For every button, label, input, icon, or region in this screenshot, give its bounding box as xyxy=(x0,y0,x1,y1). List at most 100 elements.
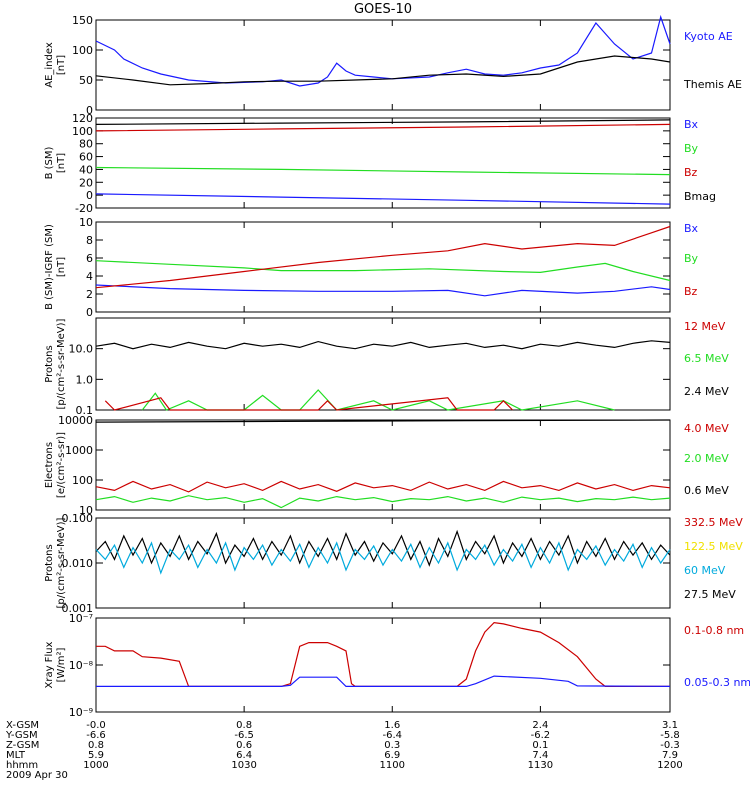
y-tick-label: 0 xyxy=(86,189,93,202)
panel-frame xyxy=(95,419,671,511)
y-tick-label: 100 xyxy=(72,125,93,138)
y-tick-label: 6 xyxy=(86,252,93,265)
series-line-4-0-mev xyxy=(95,480,671,493)
panel-protons2: 0.001 0.010 0.100 Protons [p/(cm²-s-sr-MeV)]… xyxy=(44,512,743,615)
legend-label: Bz xyxy=(684,285,698,298)
x-row-label: Z-GSM xyxy=(6,740,39,751)
legend-label: 2.0 MeV xyxy=(684,452,729,465)
legend-label: 0.05-0.3 nm xyxy=(684,676,750,689)
y-tick-label: 40 xyxy=(79,163,93,176)
x-row-value: 1000 xyxy=(83,760,108,771)
y-tick-label: 10⁻⁷ xyxy=(69,612,93,625)
legend-label: 0.1-0.8 nm xyxy=(684,624,744,637)
legend-label: Bmag xyxy=(684,190,716,203)
legend-label: 332.5 MeV xyxy=(684,516,743,529)
panel-frame xyxy=(95,317,671,411)
series-line-themis-ae xyxy=(95,55,671,86)
y-axis-label: Protons xyxy=(44,544,55,581)
series-line-bx xyxy=(95,193,671,205)
series-line-0-1-0-8-nm xyxy=(96,621,670,688)
x-row-value: -6.6 xyxy=(86,730,106,741)
legend-label: 27.5 MeV xyxy=(684,588,736,601)
x-row-value: 6.9 xyxy=(384,750,400,761)
series-line-2-0-mev xyxy=(95,495,671,509)
x-row-value: 0.6 xyxy=(236,740,252,751)
y-tick-label: 0.010 xyxy=(62,557,94,570)
x-row-value: 1030 xyxy=(231,760,256,771)
series-line-0-05-0-3-nm xyxy=(96,675,671,688)
legend-label: By xyxy=(684,142,699,155)
panel-electrons: 10 100 1000 10000 Electrons [e/(cm²-s-sr)] 4.0… xyxy=(44,414,729,517)
series-line-bmag xyxy=(95,119,671,125)
y-tick-label: 50 xyxy=(79,74,93,87)
series-line-60-mev xyxy=(95,541,671,575)
series-line-by xyxy=(95,260,671,282)
panel-frame xyxy=(95,221,671,313)
series-line-0-6-mev xyxy=(95,419,671,423)
legend-label: Bx xyxy=(684,222,699,235)
legend-label: 4.0 MeV xyxy=(684,422,729,435)
legend-label: 60 MeV xyxy=(684,564,726,577)
y-tick-label: 80 xyxy=(79,138,93,151)
panel-bigrf: 0 2 4 6 8 10 B (SM)-IGRF (SM) [nT] Bx By Bz xyxy=(44,216,699,319)
series-line-2-4-mev xyxy=(95,340,671,350)
series-line-bz xyxy=(95,225,671,289)
y-axis-label: [p/(cm²-s-sr-MeV)] xyxy=(56,318,67,409)
x-row-value: 0.1 xyxy=(532,740,548,751)
x-row-value: 1130 xyxy=(528,760,553,771)
x-row-value: 2.4 xyxy=(532,720,548,731)
x-row-value: 5.9 xyxy=(88,750,104,761)
y-axis-label: Protons xyxy=(44,345,55,382)
legend-label: 2.4 MeV xyxy=(684,385,729,398)
y-axis-label: [nT] xyxy=(56,55,67,75)
x-row-value: 6.4 xyxy=(236,750,252,761)
y-axis-label: B (SM)-IGRF (SM) xyxy=(44,224,55,310)
y-axis-label: Xray Flux xyxy=(44,641,55,688)
y-tick-label: 1000 xyxy=(65,444,93,457)
y-axis-label: Electrons xyxy=(44,442,55,488)
series-line-27-5-mev xyxy=(95,529,671,567)
chart-title: GOES-10 xyxy=(354,2,412,17)
panel-ae: 0 50 100 150 AE_index [nT] Kyoto AE Themis AE xyxy=(44,14,742,117)
y-tick-label: 8 xyxy=(86,234,93,247)
y-axis-label: [W/m²] xyxy=(56,647,67,682)
x-row-value: 7.9 xyxy=(662,750,678,761)
y-tick-label: 2 xyxy=(86,288,93,301)
y-axis-label: [e/(cm²-s-sr)] xyxy=(56,432,67,498)
x-row-value: -6.2 xyxy=(531,730,551,741)
y-tick-label: -20 xyxy=(75,202,93,215)
panel-xray: 10⁻⁹ 10⁻⁸ 10⁻⁷ Xray Flux [W/m²] 0.1-0.8 nm 0.0… xyxy=(44,612,750,719)
legend-label: By xyxy=(684,252,699,265)
x-row-value: -0.3 xyxy=(660,740,680,751)
y-axis-label: AE_index xyxy=(44,42,55,88)
x-axis-rows: X-GSM -0.0 0.8 1.6 2.4 3.1 Y-GSM -6.6 -6.5 -6.4 -6… xyxy=(5,720,683,781)
y-tick-label: 60 xyxy=(79,151,93,164)
y-tick-label: 4 xyxy=(86,270,93,283)
x-row-label: hhmm xyxy=(6,760,38,771)
x-row-value: -5.8 xyxy=(660,730,680,741)
y-tick-label: 0.100 xyxy=(62,512,94,525)
y-axis-label: B (SM) xyxy=(44,146,55,179)
y-axis-label: [p/(cm²-s-sr-MeV)] xyxy=(56,517,67,608)
panel-protons1: 0.1 1.0 10.0 Protons [p/(cm²-s-sr-MeV)] 12 Me… xyxy=(44,317,729,417)
panel-frame xyxy=(95,117,671,209)
x-row-value: 1.6 xyxy=(384,720,400,731)
series-line-bz xyxy=(95,123,671,132)
x-row-value: -6.5 xyxy=(234,730,254,741)
y-tick-label: 100 xyxy=(72,474,93,487)
y-tick-label: 0.001 xyxy=(62,602,94,615)
legend-label: Bx xyxy=(684,118,699,131)
y-tick-label: 0 xyxy=(86,104,93,117)
legend-label: Kyoto AE xyxy=(684,30,733,43)
x-row-value: 0.8 xyxy=(236,720,252,731)
x-row-value: -0.0 xyxy=(86,720,106,731)
y-tick-label: 10 xyxy=(79,216,93,229)
y-tick-label: 100 xyxy=(72,44,93,57)
y-tick-label: 10.0 xyxy=(69,343,94,356)
x-row-value: 0.3 xyxy=(384,740,400,751)
y-tick-label: 10 xyxy=(79,504,93,517)
x-row-value: 1100 xyxy=(380,760,405,771)
